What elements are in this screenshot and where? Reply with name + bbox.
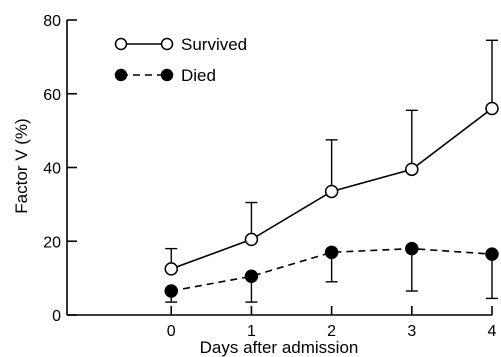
data-point: [405, 241, 419, 256]
legend-marker: [160, 37, 174, 51]
data-point: [164, 262, 178, 276]
x-axis-title: Days after admission: [200, 338, 359, 357]
data-point: [485, 101, 499, 116]
legend: Survived Died: [114, 35, 247, 85]
data-point: [164, 284, 178, 298]
legend-label: Survived: [181, 35, 247, 54]
series-survived: [164, 39, 499, 276]
series-died: [164, 241, 499, 303]
data-point: [485, 247, 499, 261]
x-tick-label: 3: [407, 323, 416, 340]
y-tick-label: 20: [43, 234, 61, 251]
y-tick-label: 40: [43, 161, 61, 178]
legend-marker: [160, 68, 174, 82]
data-point: [405, 162, 419, 177]
x-tick-label: 0: [167, 323, 176, 340]
y-tick-label: 60: [43, 87, 61, 104]
series-line: [171, 247, 493, 292]
y-axis-title: Factor V (%): [12, 118, 31, 213]
legend-marker: [114, 68, 128, 82]
legend-label: Died: [181, 66, 216, 85]
y-tick-label: 80: [43, 13, 61, 30]
data-point: [324, 245, 339, 260]
data-point: [324, 184, 339, 199]
data-point: [244, 269, 259, 284]
legend-marker: [114, 37, 128, 51]
y-tick-label: 0: [52, 308, 61, 325]
plot-area: [164, 39, 499, 303]
x-tick-label: 4: [488, 323, 497, 340]
axes: 0 20 40 60 80 0 1 2 3 4: [43, 13, 496, 340]
data-point: [244, 232, 259, 247]
x-tick-label: 1: [247, 323, 256, 340]
x-tick-label: 2: [327, 323, 336, 340]
